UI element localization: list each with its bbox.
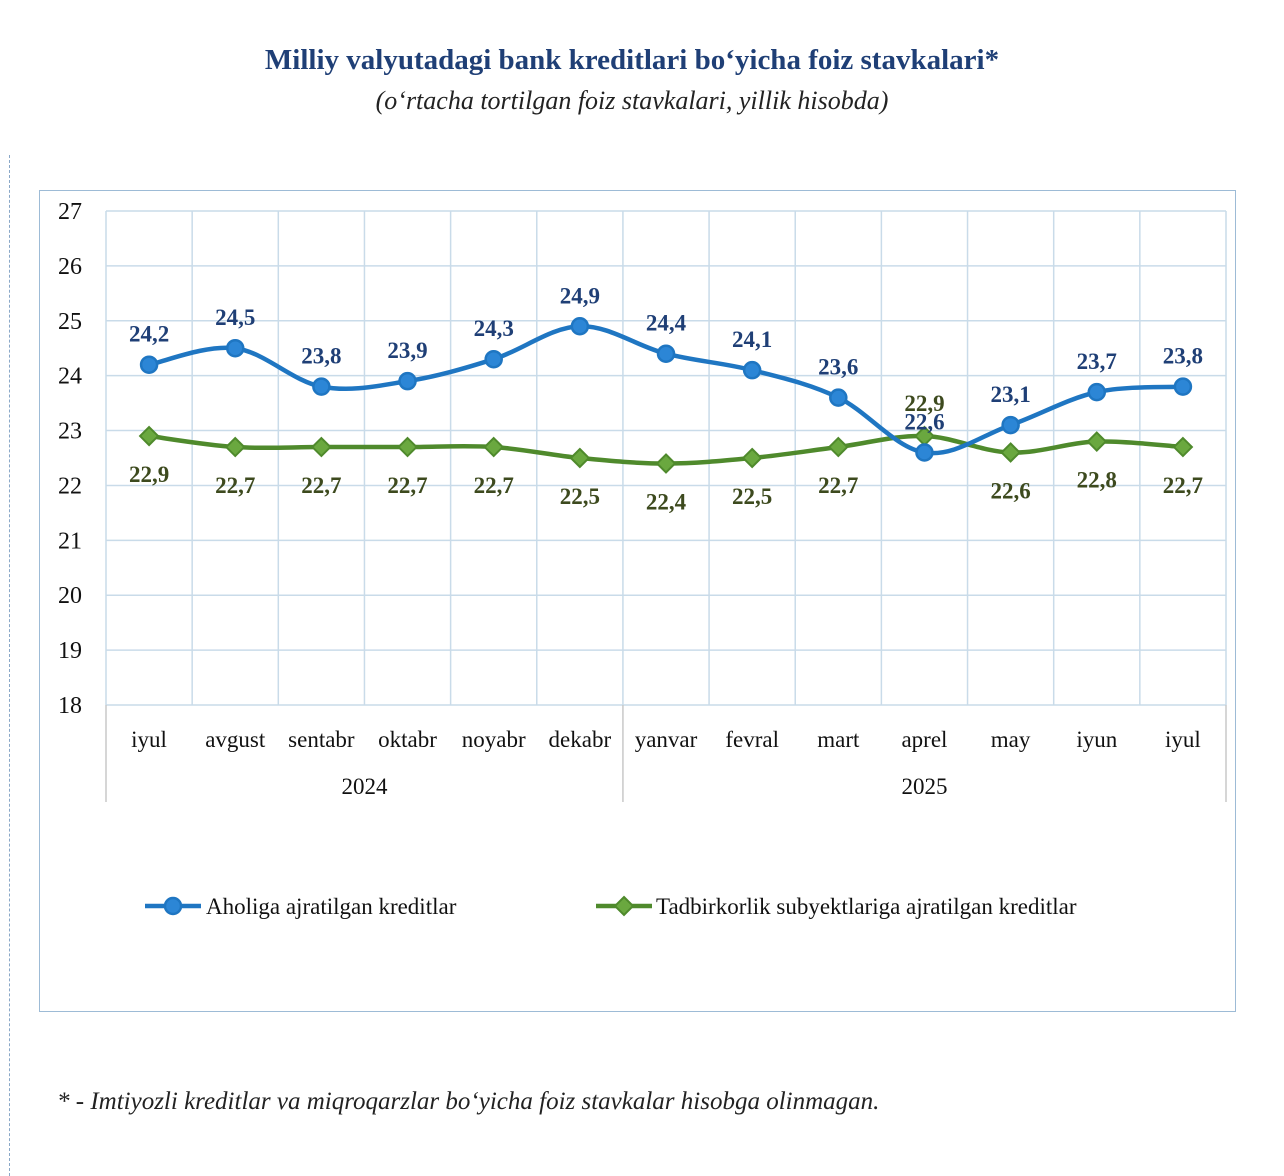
data-label-aholiga: 24,9 (560, 283, 600, 308)
y-tick-label: 25 (58, 309, 82, 335)
x-tick-label: iyun (1076, 727, 1117, 752)
data-label-tadbirkorlik: 22,8 (1077, 468, 1117, 493)
data-label-aholiga: 23,7 (1077, 349, 1117, 374)
y-tick-label: 27 (58, 199, 82, 225)
legend-marker-aholiga (163, 896, 183, 916)
point-circle (570, 317, 590, 336)
data-label-aholiga: 24,4 (646, 311, 687, 336)
x-tick-label: noyabr (462, 727, 526, 752)
chart-frame (39, 190, 1236, 1012)
point-circle (1001, 415, 1020, 435)
year-label: 2025 (901, 774, 947, 799)
point-circle (656, 344, 676, 363)
point-diamond (1000, 442, 1022, 463)
data-label-aholiga: 22,6 (904, 410, 944, 435)
y-tick-label: 23 (58, 419, 82, 445)
point-diamond (397, 436, 418, 458)
x-tick-label: yanvar (635, 727, 698, 752)
x-tick-label: dekabr (549, 727, 612, 752)
page-left-rule (9, 155, 10, 1176)
legend-label-tadbirkorlik: Tadbirkorlik subyektlariga ajratilgan kr… (656, 894, 1077, 919)
point-circle (1173, 377, 1193, 396)
point-diamond (224, 436, 246, 458)
y-tick-label: 21 (58, 528, 82, 554)
data-label-tadbirkorlik: 22,7 (215, 473, 255, 498)
data-label-tadbirkorlik: 22,4 (646, 489, 687, 514)
data-label-aholiga: 24,5 (215, 305, 255, 330)
y-tick-label: 18 (58, 693, 82, 719)
point-diamond (138, 425, 160, 447)
data-label-tadbirkorlik: 22,5 (732, 484, 772, 509)
chart-subtitle: (o‘rtacha tortilgan foiz stavkalari, yil… (375, 86, 889, 115)
x-tick-label: aprel (901, 727, 947, 752)
x-tick-label: fevral (725, 727, 779, 752)
point-diamond (310, 436, 332, 458)
data-label-aholiga: 23,1 (990, 382, 1030, 407)
data-label-tadbirkorlik: 22,7 (818, 473, 858, 498)
data-label-tadbirkorlik: 22,5 (560, 484, 600, 509)
y-tick-label: 24 (58, 364, 82, 390)
year-label: 2024 (341, 774, 388, 799)
x-tick-label: may (991, 727, 1031, 752)
point-circle (225, 338, 245, 358)
data-label-aholiga: 24,3 (474, 316, 514, 341)
point-circle (829, 388, 848, 407)
point-diamond (483, 436, 505, 458)
data-label-tadbirkorlik: 22,7 (474, 473, 514, 498)
data-label-aholiga: 24,1 (732, 327, 772, 352)
x-tick-label: iyul (131, 727, 167, 752)
footnote: * - Imtiyozli kreditlar va miqroqarzlar … (57, 1088, 880, 1115)
point-circle (398, 371, 417, 391)
point-circle (742, 360, 762, 380)
point-circle (139, 355, 159, 374)
point-circle (312, 377, 331, 396)
point-diamond (741, 447, 763, 469)
point-circle (484, 349, 503, 369)
data-label-tadbirkorlik: 22,7 (301, 473, 341, 498)
data-label-aholiga: 23,8 (1163, 344, 1203, 369)
point-diamond (827, 436, 849, 458)
x-tick-label: avgust (205, 727, 266, 752)
data-label-tadbirkorlik: 22,9 (904, 391, 944, 416)
x-tick-label: sentabr (288, 727, 355, 752)
y-tick-label: 26 (58, 254, 82, 280)
y-tick-label: 19 (58, 638, 82, 664)
data-label-tadbirkorlik: 22,7 (1163, 473, 1203, 498)
legend-label-aholiga: Aholiga ajratilgan kreditlar (206, 894, 457, 919)
y-tick-label: 20 (58, 583, 82, 609)
point-diamond (1086, 431, 1108, 452)
data-label-tadbirkorlik: 22,6 (990, 479, 1030, 504)
legend-marker-tadbirkorlik (613, 895, 635, 917)
x-tick-label: oktabr (378, 727, 437, 752)
data-label-aholiga: 23,9 (387, 338, 427, 363)
point-diamond (569, 447, 591, 469)
point-diamond (1172, 436, 1194, 458)
point-diamond (655, 453, 677, 474)
x-tick-label: iyul (1165, 727, 1201, 752)
data-label-tadbirkorlik: 22,9 (129, 462, 169, 487)
x-tick-label: mart (817, 727, 860, 752)
data-label-aholiga: 24,2 (129, 322, 169, 347)
point-circle (1087, 382, 1107, 402)
y-tick-label: 22 (58, 473, 82, 499)
data-label-tadbirkorlik: 22,7 (387, 473, 427, 498)
point-circle (915, 443, 934, 462)
chart-title: Milliy valyutadagi bank kreditlari bo‘yi… (264, 44, 1000, 76)
data-label-aholiga: 23,8 (301, 344, 341, 369)
data-label-aholiga: 23,6 (818, 355, 858, 380)
